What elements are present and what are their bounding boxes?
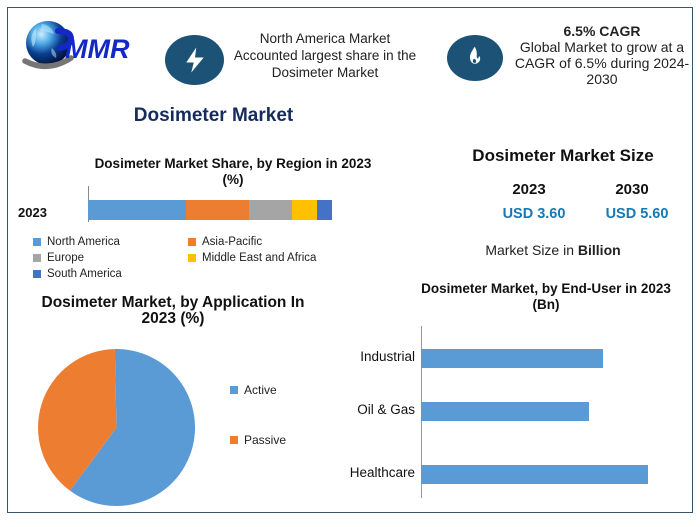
svg-text:MMR: MMR [65,34,130,64]
